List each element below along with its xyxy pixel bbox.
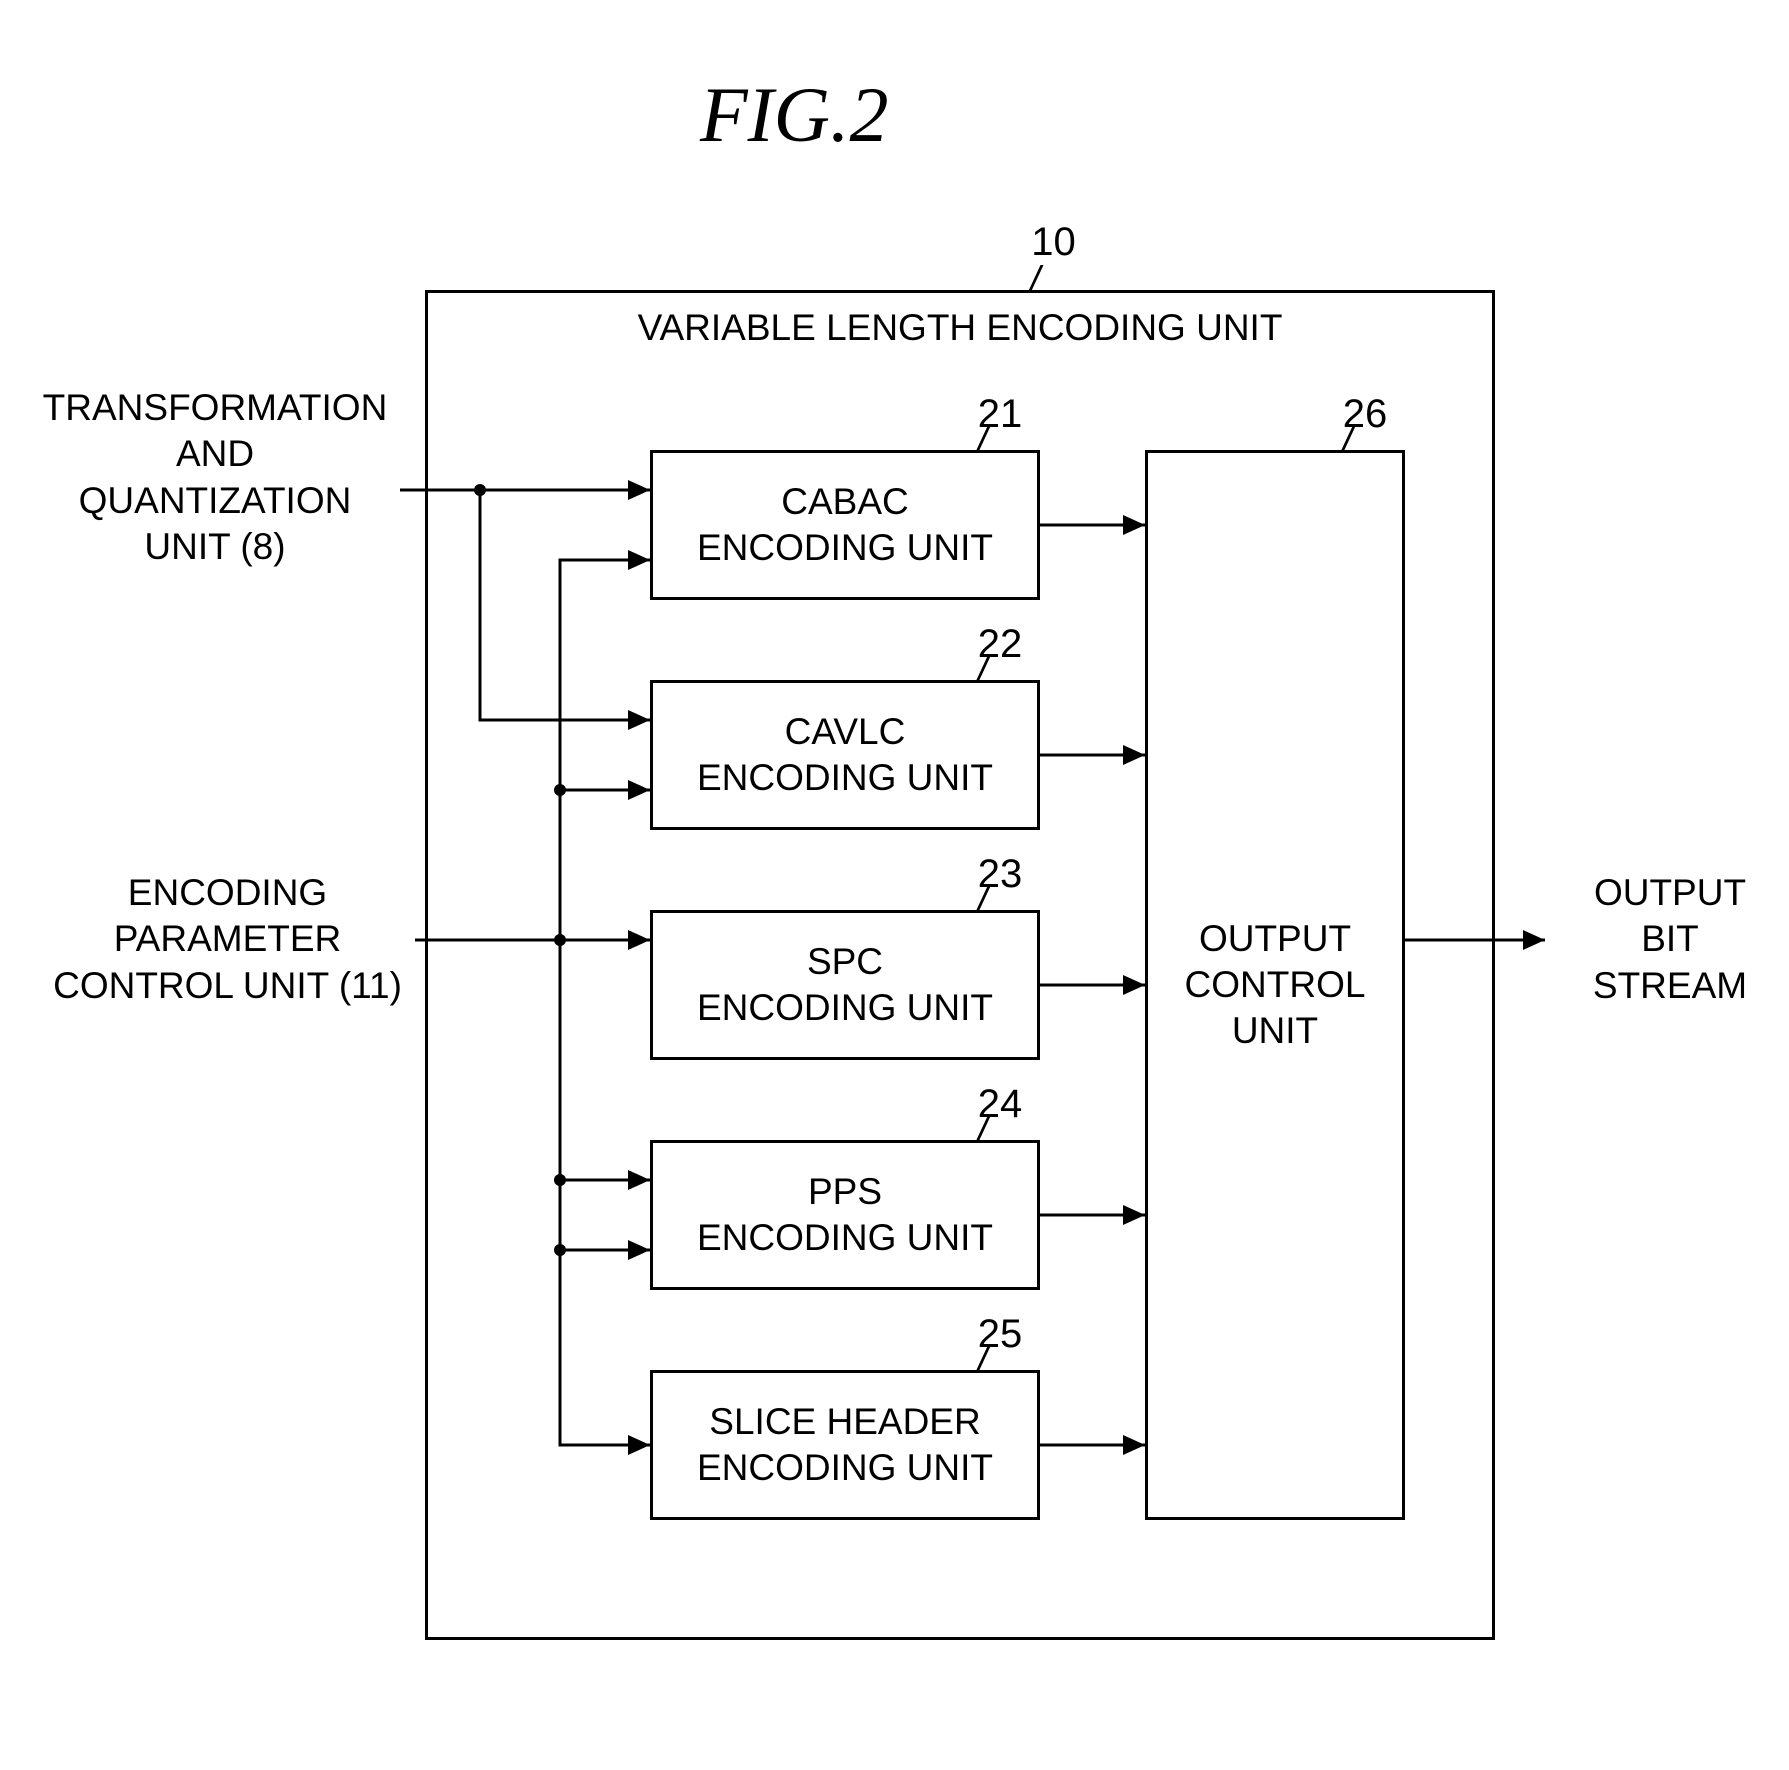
- cavlc-encoding-unit: CAVLC ENCODING UNIT: [650, 680, 1040, 830]
- figure-title: FIG.2: [700, 70, 888, 160]
- ref-10-tick: [1027, 265, 1058, 293]
- ref-10: 10: [1014, 220, 1094, 265]
- cabac-encoding-unit: CABAC ENCODING UNIT: [650, 450, 1040, 600]
- slice-header-encoding-unit: SLICE HEADER ENCODING UNIT: [650, 1370, 1040, 1520]
- input-encoding-parameter-control: ENCODING PARAMETER CONTROL UNIT (11): [30, 870, 425, 1009]
- input-transformation-quantization: TRANSFORMATION AND QUANTIZATION UNIT (8): [30, 385, 400, 570]
- variable-length-encoding-unit-title: VARIABLE LENGTH ENCODING UNIT: [425, 305, 1495, 351]
- pps-encoding-unit: PPS ENCODING UNIT: [650, 1140, 1040, 1290]
- output-control-unit: OUTPUT CONTROL UNIT: [1145, 450, 1405, 1520]
- diagram-canvas: FIG.2 VARIABLE LENGTH ENCODING UNIT 10 T…: [0, 0, 1789, 1770]
- output-bit-stream-label: OUTPUT BIT STREAM: [1560, 870, 1780, 1009]
- spc-encoding-unit: SPC ENCODING UNIT: [650, 910, 1040, 1060]
